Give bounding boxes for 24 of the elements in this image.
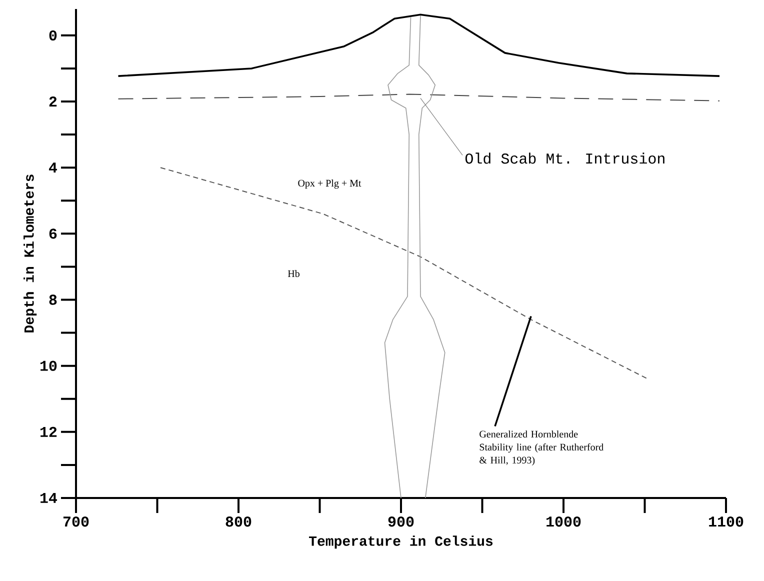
line-series: [117, 14, 720, 77]
x-tick-label: 800: [226, 516, 252, 527]
line-series: [118, 94, 720, 102]
line-series: [418, 15, 446, 498]
annotation: Hb: [288, 270, 300, 278]
line-series: [384, 16, 412, 498]
y-tick-label: 14: [40, 493, 58, 503]
x-axis-title: Temperature in Celsius: [309, 536, 493, 549]
y-tick-label: 12: [40, 426, 57, 437]
x-tick-label: 700: [63, 516, 89, 527]
x-tick-label: 1000: [546, 516, 581, 527]
annotation: Old Scab Mt. Intrusion: [465, 152, 664, 164]
annotation: Generalized Hornblende Stability line (after Rutherford & Hill, 1993): [480, 430, 604, 466]
y-tick-label: 0: [49, 30, 57, 41]
y-tick-label: 4: [48, 162, 58, 173]
x-tick-label: 1100: [708, 516, 744, 527]
y-tick-label: 10: [40, 360, 57, 371]
y-axis-title: Depth in Kilometers: [24, 174, 37, 332]
y-tick-label: 6: [49, 228, 57, 239]
annotation: Opx + Plg + Mt: [298, 180, 362, 189]
y-tick-label: 2: [49, 96, 57, 107]
line-series: [160, 167, 648, 380]
y-tick-label: 8: [49, 294, 57, 305]
x-tick-label: 900: [388, 516, 414, 527]
